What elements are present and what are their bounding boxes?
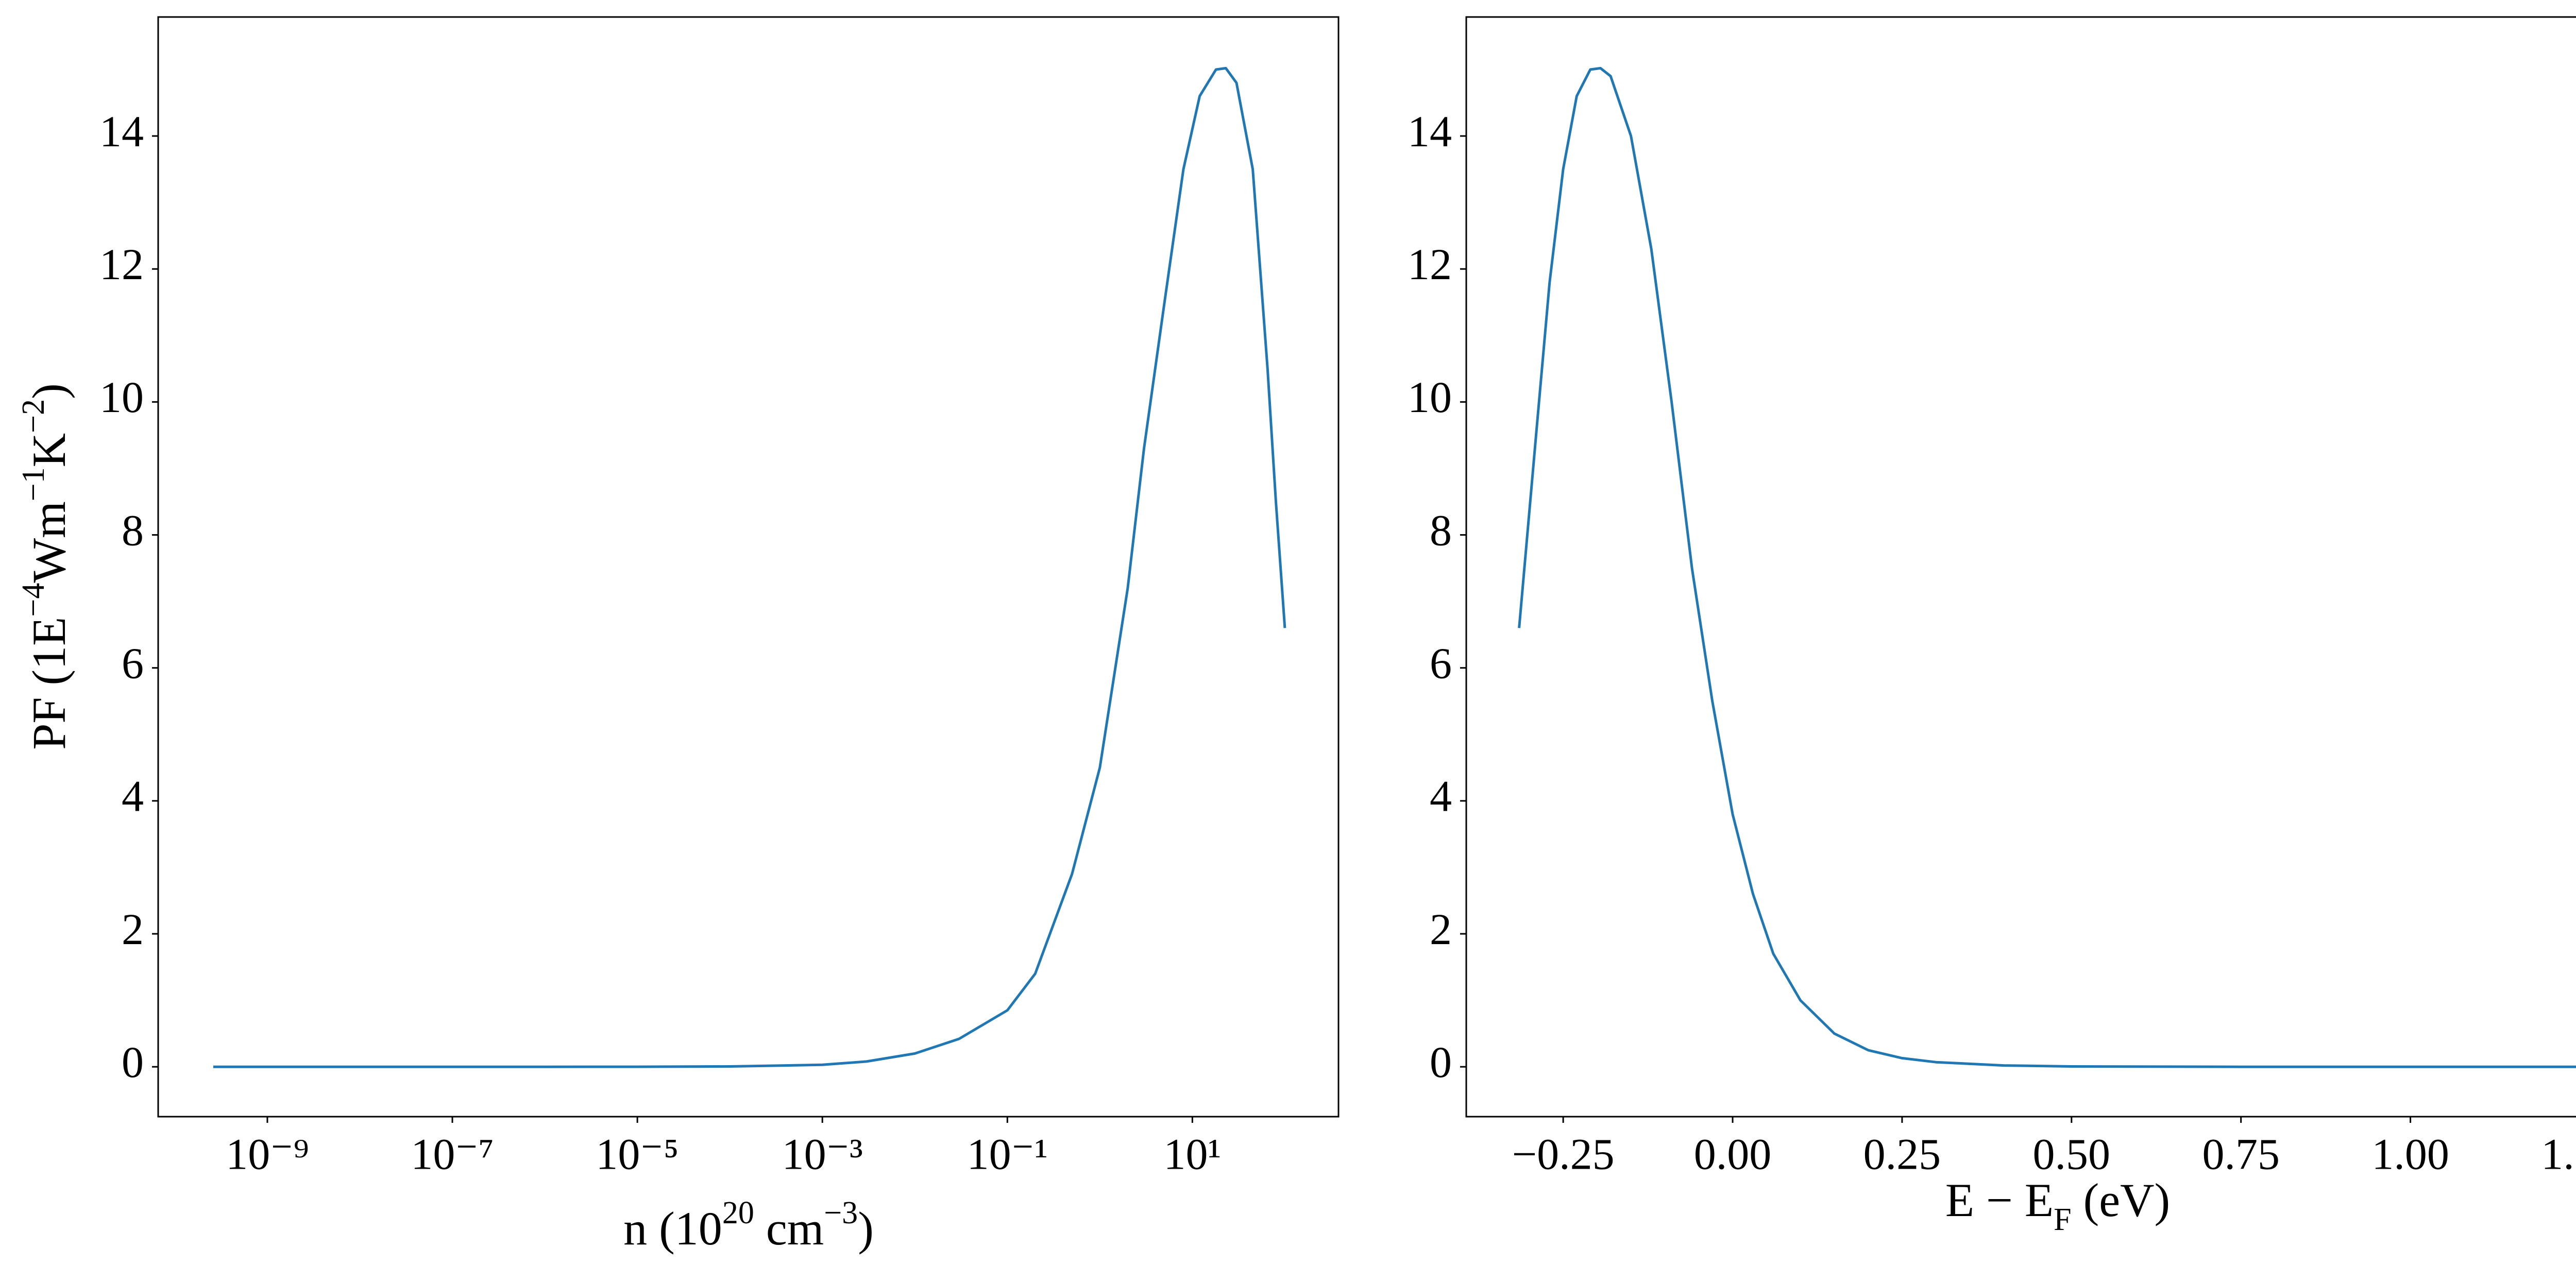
x-tick-label: 10⁻⁹ xyxy=(226,1130,309,1179)
y-tick-label: 8 xyxy=(1430,505,1452,555)
y-axis-label-part: PF (1E xyxy=(23,617,75,750)
x-tick-label: 10⁻⁵ xyxy=(596,1130,679,1179)
y-tick-label: 6 xyxy=(1430,638,1452,688)
y-tick-label: 0 xyxy=(122,1037,144,1087)
x-axis-label-part: cm xyxy=(754,1202,824,1255)
x-tick-label: 0.50 xyxy=(2033,1130,2111,1179)
y-tick-label: 14 xyxy=(99,107,144,156)
y-tick-label: 6 xyxy=(122,638,144,688)
x-tick-label: 1.00 xyxy=(2371,1130,2449,1179)
data-line xyxy=(213,66,1286,1068)
plot-frame xyxy=(157,16,1340,1118)
x-axis-label: n (1020 cm−3) xyxy=(623,1195,874,1255)
x-tick-label: −0.25 xyxy=(1512,1130,1615,1179)
y-tick-label: 14 xyxy=(1408,107,1452,156)
y-axis-label-part: −2 xyxy=(16,399,51,433)
y-tick-label: 4 xyxy=(1430,772,1452,821)
x-axis-label-part: F xyxy=(2054,1202,2071,1237)
x-tick-label: 10⁻³ xyxy=(782,1130,863,1179)
y-axis-label-part: K xyxy=(23,433,75,467)
y-tick-label: 2 xyxy=(122,904,144,954)
x-tick-label: 10⁻⁷ xyxy=(411,1130,494,1179)
y-axis-label-part: −1 xyxy=(16,467,51,501)
y-axis-label-part: Wm xyxy=(23,501,75,583)
x-tick-label: 10¹ xyxy=(1163,1130,1221,1179)
x-tick-label: 0.25 xyxy=(1863,1130,1941,1179)
y-axis-label: PF (1E−4Wm−1K−2) xyxy=(16,383,75,750)
x-axis-label-part: −3 xyxy=(824,1195,858,1230)
y-tick-label: 2 xyxy=(1430,904,1452,954)
y-tick-label: 10 xyxy=(99,372,144,422)
y-tick-label: 4 xyxy=(122,772,144,821)
y-tick-label: 8 xyxy=(122,505,144,555)
y-tick-label: 0 xyxy=(1430,1037,1452,1087)
x-tick-label: 1.25 xyxy=(2541,1130,2576,1179)
plot-frame xyxy=(1465,16,2576,1118)
x-axis-label-part: ) xyxy=(858,1202,874,1255)
y-tick-label: 10 xyxy=(1408,372,1452,422)
x-tick-label: 0.75 xyxy=(2202,1130,2280,1179)
x-axis-label: E − EF (eV) xyxy=(1945,1174,2170,1237)
x-tick-label: 10⁻¹ xyxy=(967,1130,1048,1179)
y-tick-label: 12 xyxy=(99,240,144,289)
x-axis-label-part: 20 xyxy=(722,1195,754,1230)
x-axis-label-part: E − E xyxy=(1945,1174,2054,1226)
x-axis-label-part: (eV) xyxy=(2072,1174,2171,1226)
x-axis-label-part: n (10 xyxy=(623,1202,722,1255)
y-tick-label: 12 xyxy=(1408,240,1452,289)
y-axis-label-part: −4 xyxy=(16,583,51,617)
y-axis-label-part: ) xyxy=(23,383,75,399)
x-tick-label: 0.00 xyxy=(1694,1130,1772,1179)
data-line xyxy=(1518,66,2576,1068)
